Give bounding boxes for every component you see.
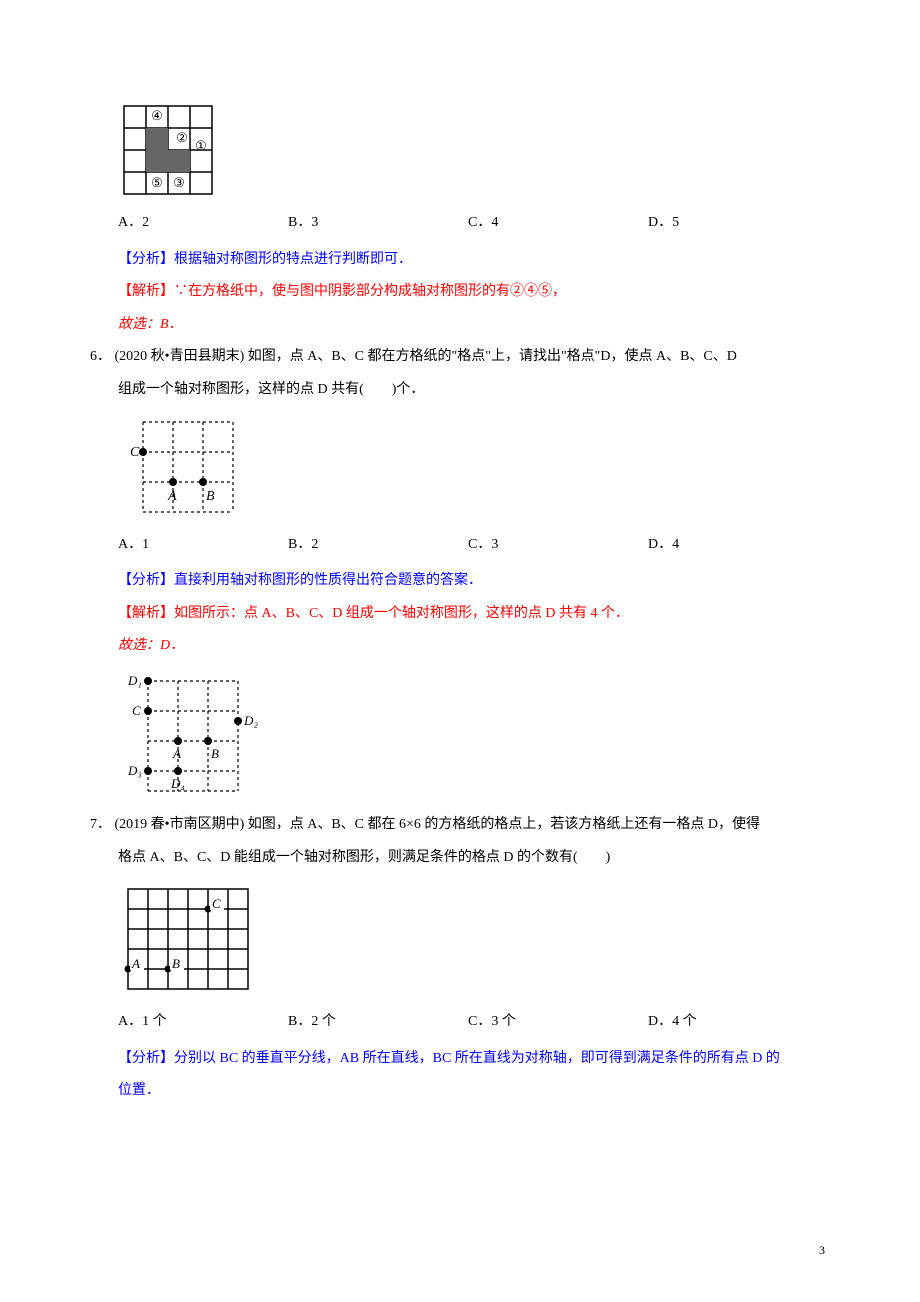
document-page: ④ ② ① ⑤ ③ A．2 B．3 C．4 D．5 【分析】根据轴对称图形的特点…	[0, 0, 920, 1302]
q5-grid-svg: ④ ② ① ⑤ ③	[118, 100, 218, 200]
q5-conclusion: 故选：B．	[90, 312, 830, 339]
q6-text1: 如图，点 A、B、C 都在方格纸的"格点"上，请找出"格点"D，使点 A、B、C…	[248, 349, 737, 364]
q7-option-d: D．4 个	[648, 1009, 697, 1036]
svg-text:B: B	[206, 489, 215, 504]
svg-text:D₃: D₃	[127, 763, 142, 778]
svg-text:②: ②	[176, 130, 188, 145]
q6-option-c: C．3	[468, 532, 648, 559]
q5-solution: 【解析】∵在方格纸中，使与图中阴影部分构成轴对称图形的有②④⑤，	[90, 279, 830, 306]
q6-option-b: B．2	[288, 532, 468, 559]
q6-line1: 6． (2020 秋•青田县期末) 如图，点 A、B、C 都在方格纸的"格点"上…	[90, 344, 830, 371]
q7-line2: 格点 A、B、C、D 能组成一个轴对称图形，则满足条件的格点 D 的个数有( )	[90, 845, 830, 872]
q6-figure2: D₁ C D₂ A B D₃ D₄	[90, 666, 830, 806]
q5-option-d: D．5	[648, 210, 679, 237]
svg-text:C: C	[212, 896, 221, 911]
svg-text:A: A	[167, 489, 177, 504]
q7-line1: 7． (2019 春•市南区期中) 如图，点 A、B、C 都在 6×6 的方格纸…	[90, 812, 830, 839]
q5-analysis: 【分析】根据轴对称图形的特点进行判断即可．	[90, 247, 830, 274]
q6-number: 6．	[90, 349, 111, 364]
svg-text:③: ③	[173, 175, 185, 190]
q7-source: (2019 春•市南区期中)	[115, 817, 245, 832]
q7-figure: A B C	[90, 879, 830, 999]
q7-option-a: A．1 个	[118, 1009, 288, 1036]
svg-text:⑤: ⑤	[151, 175, 163, 190]
svg-text:D₁: D₁	[127, 673, 142, 688]
q5-option-b: B．3	[288, 210, 468, 237]
svg-text:C: C	[130, 445, 140, 460]
q6-option-d: D．4	[648, 532, 679, 559]
q7-option-c: C．3 个	[468, 1009, 648, 1036]
q5-figure: ④ ② ① ⑤ ③	[90, 100, 830, 200]
svg-text:A: A	[131, 956, 140, 971]
q5-option-c: C．4	[468, 210, 648, 237]
q6-grid2-svg: D₁ C D₂ A B D₃ D₄	[118, 666, 278, 806]
q7-option-b: B．2 个	[288, 1009, 468, 1036]
q6-solution: 【解析】如图所示：点 A、B、C、D 组成一个轴对称图形，这样的点 D 共有 4…	[90, 601, 830, 628]
page-number: 3	[819, 1239, 825, 1262]
svg-text:B: B	[211, 746, 219, 761]
q6-analysis: 【分析】直接利用轴对称图形的性质得出符合题意的答案．	[90, 568, 830, 595]
q6-source: (2020 秋•青田县期末)	[115, 349, 245, 364]
svg-text:①: ①	[195, 138, 207, 153]
q7-analysis-2: 位置．	[90, 1078, 830, 1105]
q6-grid-svg: C A B	[118, 412, 268, 522]
svg-text:④: ④	[151, 108, 163, 123]
q6-figure: C A B	[90, 412, 830, 522]
svg-text:D₄: D₄	[170, 776, 185, 791]
svg-text:C: C	[132, 703, 141, 718]
q6-option-a: A．1	[118, 532, 288, 559]
q6-options: A．1 B．2 C．3 D．4	[90, 532, 830, 559]
q7-analysis-1: 【分析】分别以 BC 的垂直平分线，AB 所在直线，BC 所在直线为对称轴，即可…	[90, 1046, 830, 1073]
q5-options: A．2 B．3 C．4 D．5	[90, 210, 830, 237]
q7-options: A．1 个 B．2 个 C．3 个 D．4 个	[90, 1009, 830, 1036]
q7-grid-svg: A B C	[118, 879, 258, 999]
q7-text1: 如图，点 A、B、C 都在 6×6 的方格纸的格点上，若该方格纸上还有一格点 D…	[248, 817, 760, 832]
q6-conclusion: 故选：D．	[90, 633, 830, 660]
q7-number: 7．	[90, 817, 111, 832]
q5-option-a: A．2	[118, 210, 288, 237]
svg-text:B: B	[172, 956, 180, 971]
svg-text:D₂: D₂	[243, 713, 258, 728]
q6-line2: 组成一个轴对称图形，这样的点 D 共有( )个．	[90, 377, 830, 404]
svg-text:A: A	[172, 746, 181, 761]
